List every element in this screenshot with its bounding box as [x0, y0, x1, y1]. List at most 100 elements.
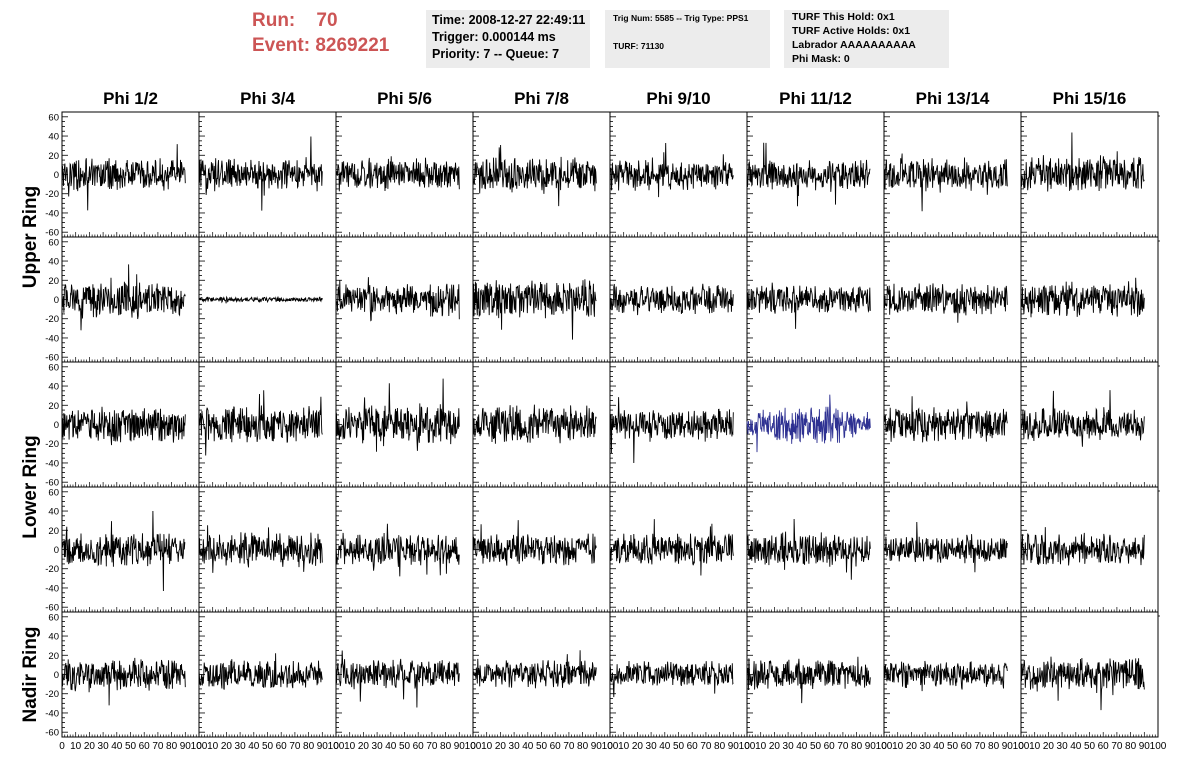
x-tick-label: 10 — [755, 741, 767, 752]
waveform-trace — [1020, 132, 1145, 192]
waveform-trace — [746, 518, 871, 580]
waveform-trace — [198, 295, 323, 304]
y-tick-label: -60 — [45, 603, 59, 614]
x-tick-label: 20 — [632, 741, 644, 752]
x-tick-label: 30 — [646, 741, 658, 752]
y-tick-label: -40 — [45, 208, 59, 219]
y-tick-label: -20 — [45, 314, 59, 325]
waveform-trace — [61, 144, 186, 211]
x-tick-label: 20 — [221, 741, 233, 752]
waveform-trace — [198, 136, 323, 211]
waveform-trace — [335, 156, 460, 192]
y-tick-label: -40 — [45, 583, 59, 594]
labrador-text: Labrador AAAAAAAAAA — [792, 39, 916, 51]
x-tick-label: 0 — [59, 741, 65, 752]
x-tick-label: 0 — [744, 741, 750, 752]
x-tick-label: 100 — [1150, 741, 1167, 752]
x-tick-label: 10 — [1029, 741, 1041, 752]
x-tick-label: 50 — [125, 741, 137, 752]
waveform-trace — [472, 520, 597, 566]
x-tick-label: 100 — [739, 741, 756, 752]
x-tick-label: 0 — [470, 741, 476, 752]
event-label: Event: — [252, 35, 311, 56]
x-tick-label: 20 — [906, 741, 918, 752]
y-tick-label: 60 — [48, 487, 59, 498]
waveform-trace — [472, 404, 597, 444]
y-tick-label: -60 — [45, 353, 59, 364]
x-tick-label: 80 — [577, 741, 589, 752]
waveform-trace — [609, 142, 734, 198]
x-tick-label: 0 — [196, 741, 202, 752]
x-tick-label: 70 — [1111, 741, 1123, 752]
x-tick-label: 50 — [399, 741, 411, 752]
y-tick-label: 20 — [48, 651, 59, 662]
y-tick-label: 20 — [48, 526, 59, 537]
y-tick-label: 60 — [48, 362, 59, 373]
waveform-trace — [883, 521, 1008, 573]
y-tick-label: 20 — [48, 151, 59, 162]
time-info-box: Time: 2008-12-27 22:49:11 Trigger: 0.000… — [426, 10, 590, 68]
waveform-trace — [1020, 527, 1145, 566]
waveform-trace — [335, 523, 460, 577]
x-tick-label: 50 — [1084, 741, 1096, 752]
x-tick-label: 80 — [851, 741, 863, 752]
ring-label-1: Upper Ring — [20, 186, 41, 288]
event-row: Event: 8269221 — [252, 33, 412, 58]
waveform-trace — [609, 397, 734, 464]
x-tick-label: 90 — [591, 741, 603, 752]
x-tick-label: 0 — [607, 741, 613, 752]
column-header-3: Phi 5/6 — [377, 89, 432, 108]
column-header-8: Phi 15/16 — [1053, 89, 1127, 108]
x-tick-label: 10 — [207, 741, 219, 752]
y-tick-label: -40 — [45, 708, 59, 719]
x-tick-label: 40 — [522, 741, 534, 752]
waveform-trace — [335, 378, 460, 452]
x-tick-label: 70 — [289, 741, 301, 752]
waveform-trace — [472, 650, 597, 689]
x-tick-label: 40 — [385, 741, 397, 752]
column-header-4: Phi 7/8 — [514, 89, 569, 108]
x-tick-label: 10 — [618, 741, 630, 752]
event-value: 8269221 — [315, 35, 390, 56]
x-tick-label: 50 — [947, 741, 959, 752]
x-tick-label: 90 — [180, 741, 192, 752]
run-label: Run: — [252, 10, 296, 31]
x-tick-label: 80 — [303, 741, 315, 752]
x-tick-label: 100 — [1013, 741, 1030, 752]
y-tick-label: 60 — [48, 612, 59, 623]
waveform-trace — [61, 657, 186, 706]
x-tick-label: 40 — [796, 741, 808, 752]
waveform-trace — [746, 282, 871, 329]
x-tick-label: 100 — [602, 741, 619, 752]
y-tick-label: -20 — [45, 439, 59, 450]
x-tick-label: 100 — [191, 741, 208, 752]
waveform-trace — [198, 390, 323, 456]
run-row: Run: 70 — [252, 8, 412, 33]
column-header-7: Phi 13/14 — [916, 89, 990, 108]
turf-num-text: TURF: 71130 — [613, 41, 665, 51]
x-tick-label: 100 — [465, 741, 482, 752]
x-tick-label: 90 — [728, 741, 740, 752]
y-tick-label: 0 — [54, 670, 59, 681]
run-event-box: Run: 70 Event: 8269221 — [252, 8, 412, 66]
x-tick-label: 40 — [659, 741, 671, 752]
x-tick-label: 50 — [536, 741, 548, 752]
phi-mask-text: Phi Mask: 0 — [792, 53, 850, 65]
x-tick-label: 80 — [1125, 741, 1137, 752]
y-tick-label: -20 — [45, 564, 59, 575]
y-tick-label: 40 — [48, 132, 59, 143]
x-tick-label: 70 — [700, 741, 712, 752]
x-tick-label: 50 — [262, 741, 274, 752]
x-tick-label: 60 — [139, 741, 151, 752]
turf-active-holds-text: TURF Active Holds: 0x1 — [792, 25, 911, 37]
x-tick-label: 90 — [454, 741, 466, 752]
x-tick-label: 60 — [1098, 741, 1110, 752]
x-tick-label: 100 — [876, 741, 893, 752]
y-tick-label: 40 — [48, 382, 59, 393]
x-tick-label: 20 — [769, 741, 781, 752]
y-tick-label: -40 — [45, 458, 59, 469]
waveform-trace — [746, 394, 871, 453]
waveform-trace — [609, 283, 734, 316]
x-tick-label: 80 — [988, 741, 1000, 752]
